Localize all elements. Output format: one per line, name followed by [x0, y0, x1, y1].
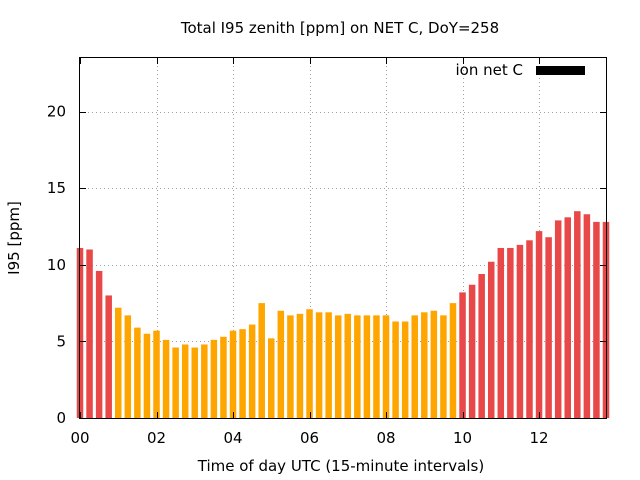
bar: [258, 303, 265, 418]
x-tick-label: 02: [147, 429, 166, 447]
x-tick-label: 06: [300, 429, 319, 447]
y-tick-label: 15: [47, 179, 66, 197]
bar: [526, 240, 533, 418]
bar: [564, 217, 571, 418]
legend-label: ion net C: [456, 61, 523, 79]
bar: [277, 310, 285, 418]
bar: [392, 321, 399, 418]
bar: [373, 315, 380, 418]
y-axis-label: I95 [ppm]: [5, 201, 23, 275]
bar: [239, 329, 246, 418]
bar: [105, 295, 112, 418]
bar: [411, 315, 418, 418]
bar: [201, 344, 208, 418]
bar: [440, 315, 447, 418]
bar: [535, 231, 543, 418]
legend-swatch: [536, 66, 585, 75]
bar: [487, 261, 495, 418]
bar: [95, 270, 103, 418]
bar: [516, 244, 524, 418]
bar: [449, 303, 457, 418]
bar: [554, 220, 562, 418]
bar: [478, 274, 485, 418]
x-tick-label: 10: [453, 429, 472, 447]
bar: [181, 344, 189, 418]
y-tick-label: 10: [47, 256, 66, 274]
bar: [162, 339, 170, 418]
x-tick-label: 00: [70, 429, 89, 447]
bar: [468, 284, 476, 418]
bar: [86, 249, 93, 418]
y-tick-label: 20: [47, 103, 66, 121]
bar: [306, 309, 313, 418]
bar: [344, 313, 352, 418]
bar: [248, 324, 256, 418]
bar: [296, 313, 304, 418]
bar: [153, 330, 160, 418]
bar: [315, 312, 323, 418]
bar: [268, 338, 275, 418]
y-tick-label: 0: [56, 409, 66, 427]
bar: [143, 333, 151, 418]
bar: [574, 211, 581, 418]
bar: [220, 336, 227, 418]
axis-ticks: 00 02 04 06 08 10 12 0 5 10 15 20: [47, 58, 606, 447]
bars: [76, 211, 610, 418]
bar: [583, 214, 591, 418]
x-tick-label: 08: [376, 429, 395, 447]
bar: [191, 347, 199, 418]
bar: [172, 347, 179, 418]
bar: [497, 247, 505, 418]
bar: [124, 315, 132, 418]
bar: [507, 247, 514, 418]
bar: [325, 312, 332, 418]
plot-frame: [79, 57, 607, 419]
bar: [334, 315, 342, 418]
bar: [382, 315, 390, 418]
bar: [430, 310, 438, 418]
bar: [229, 330, 237, 418]
y-tick-label: 5: [56, 332, 66, 350]
bar: [593, 221, 600, 418]
bar: [210, 339, 218, 418]
bar: [459, 292, 466, 418]
bar: [545, 237, 552, 418]
bar: [354, 315, 361, 418]
bar: [287, 315, 294, 418]
bar: [401, 321, 409, 418]
x-axis-label: Time of day UTC (15-minute intervals): [197, 457, 484, 475]
bar: [363, 315, 371, 418]
bar: [134, 327, 141, 418]
chart-title: Total I95 zenith [ppm] on NET C, DoY=258: [180, 19, 499, 37]
x-tick-label: 04: [223, 429, 242, 447]
bar: [421, 312, 428, 418]
x-tick-label: 12: [530, 429, 549, 447]
bar: [115, 307, 122, 418]
